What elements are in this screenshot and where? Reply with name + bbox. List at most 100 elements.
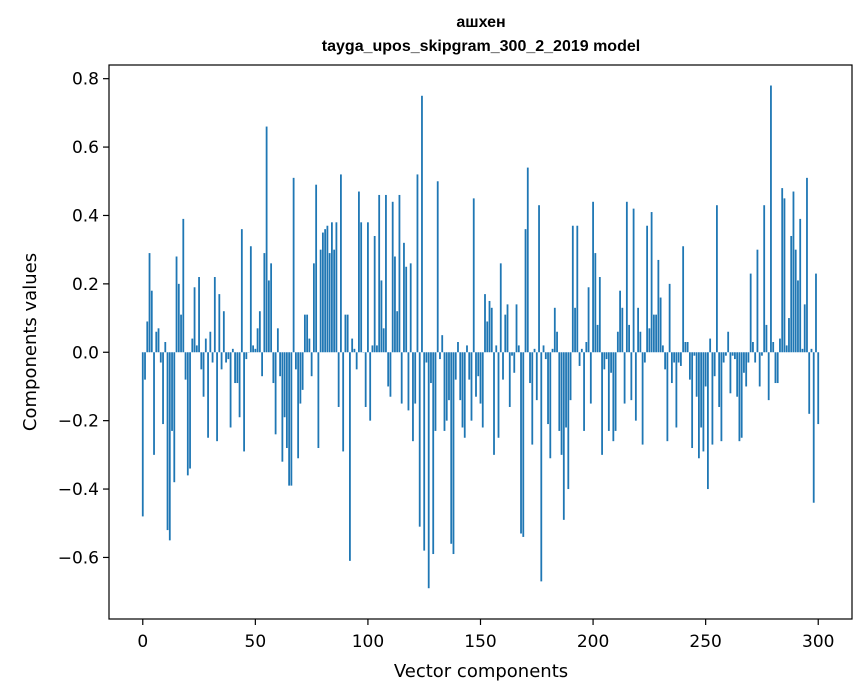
bar (495, 345, 498, 353)
bar (294, 352, 297, 370)
bar (144, 352, 146, 380)
bar (634, 352, 637, 421)
bar (517, 345, 520, 353)
bar (794, 249, 797, 353)
bar (578, 352, 581, 366)
bar (276, 328, 279, 353)
bar (324, 229, 327, 353)
bar (540, 352, 543, 582)
bar (252, 345, 254, 353)
bar (763, 205, 766, 353)
bar (598, 277, 601, 353)
bar (141, 352, 144, 517)
bar (371, 345, 374, 353)
bar (619, 290, 621, 353)
bar (806, 177, 808, 353)
bar (346, 314, 349, 353)
bar (679, 352, 682, 366)
x-axis-ticks: 0 50 100 150 200 250 300 (137, 619, 834, 652)
bar (506, 304, 509, 353)
bar (146, 321, 149, 353)
bar (475, 352, 477, 397)
bar (353, 348, 356, 353)
bar (457, 342, 459, 353)
bar (502, 352, 504, 380)
bar (202, 352, 205, 397)
y-tick-label: 0.4 (72, 206, 99, 226)
bar (209, 331, 212, 353)
bar (756, 249, 759, 353)
bar (414, 352, 417, 404)
bar (493, 352, 495, 455)
bar (691, 352, 694, 449)
bar (380, 280, 383, 353)
bar (772, 342, 775, 353)
bar (317, 352, 320, 449)
bar (234, 352, 236, 384)
bar (403, 242, 405, 353)
bar (603, 352, 606, 370)
bar (157, 328, 160, 353)
bar (290, 352, 293, 486)
bar (745, 352, 748, 387)
bar (423, 352, 426, 551)
bar (400, 352, 403, 404)
bar (412, 352, 414, 442)
bar (369, 352, 372, 421)
bar (436, 181, 439, 353)
bar (254, 348, 257, 353)
bar (556, 331, 558, 353)
bar (240, 229, 243, 353)
bar (288, 352, 291, 486)
bar (220, 352, 223, 370)
bar (569, 352, 572, 401)
bar (319, 249, 322, 353)
bar (162, 352, 164, 425)
bar (797, 280, 799, 353)
bar (326, 225, 329, 353)
bar (312, 263, 315, 353)
bar (153, 352, 155, 455)
bar (734, 352, 736, 360)
bar (761, 352, 763, 356)
bar (301, 352, 304, 390)
bar (675, 352, 678, 428)
bar (315, 184, 318, 353)
bar (738, 352, 741, 442)
bar (310, 352, 313, 377)
bar (785, 345, 788, 353)
bar (216, 352, 218, 442)
bar (731, 352, 734, 356)
bar (279, 352, 282, 377)
bar (331, 222, 333, 353)
bar (754, 352, 757, 363)
bar (171, 352, 173, 431)
bar (693, 352, 696, 356)
bar (488, 300, 491, 353)
bar (405, 266, 408, 353)
bar (632, 208, 635, 353)
bar (594, 253, 597, 353)
bar (256, 328, 259, 353)
y-tick-label: −0.4 (58, 480, 99, 500)
bar (646, 225, 649, 353)
bar (531, 352, 534, 445)
bar (245, 352, 248, 360)
bar (725, 352, 727, 356)
bar (558, 352, 561, 431)
bar (700, 352, 703, 428)
bar (182, 218, 185, 353)
bar (328, 253, 331, 353)
bar (740, 352, 743, 438)
x-tick-label: 0 (137, 632, 148, 652)
bar (668, 283, 671, 353)
bar (385, 194, 387, 353)
bar (526, 167, 529, 353)
bar (522, 352, 525, 537)
x-tick-label: 100 (352, 632, 384, 652)
bar (612, 352, 615, 442)
y-tick-label: 0.6 (72, 138, 99, 158)
bar (713, 352, 716, 377)
bar (468, 352, 471, 380)
